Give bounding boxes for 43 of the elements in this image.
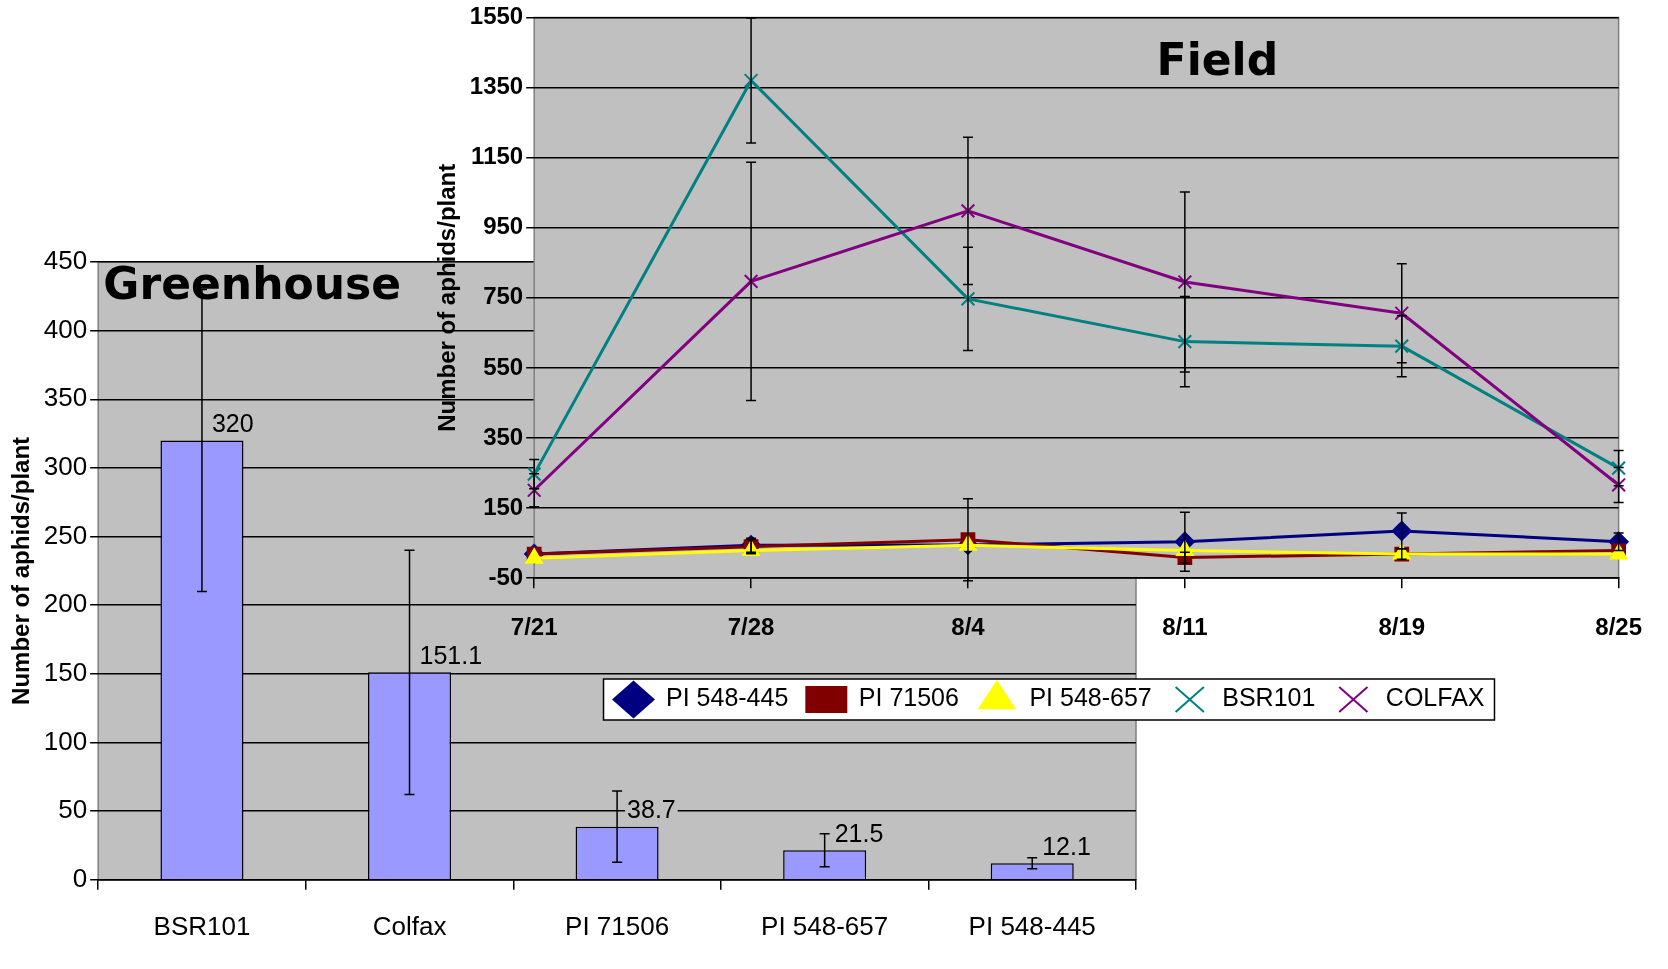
y-tick-label: 400 [43,313,88,344]
y-tick-label: 1350 [469,72,524,100]
x-tick-label: 8/19 [1378,613,1426,641]
legend-label: PI 548-445 [666,683,789,712]
y-tick-label: 750 [483,282,524,310]
y-tick-label: -50 [488,562,524,590]
data-label: 12.1 [1042,831,1091,860]
x-tick-label: PI 548-445 [968,910,1096,941]
y-tick-label: 250 [43,519,88,550]
data-label: 38.7 [627,795,676,824]
y-tick-label: 1150 [471,142,524,170]
legend-label: PI 71506 [858,683,959,712]
x-tick-label: BSR101 [153,910,251,941]
x-tick-label: PI 548-657 [761,910,889,941]
y-tick-label: 100 [43,725,88,756]
data-label: 151.1 [419,640,483,669]
x-tick-label: 8/11 [1162,613,1208,641]
data-label: 320 [211,408,254,437]
y-axis-title: Number of aphids/plant [7,436,35,705]
y-tick-label: 200 [43,588,88,619]
x-tick-label: 7/21 [510,613,558,641]
y-tick-label: 350 [483,422,524,450]
y-tick-label: 350 [43,382,88,413]
chart-title: Field [1156,33,1279,85]
y-tick-label: 550 [483,352,524,380]
legend-label: BSR101 [1222,683,1316,712]
legend-label: PI 548-657 [1029,683,1152,712]
x-tick-label: Colfax [372,910,447,941]
y-tick-label: 150 [43,657,88,688]
y-tick-label: 0 [72,862,88,893]
y-tick-label: 300 [43,451,88,482]
x-tick-label: 8/25 [1595,613,1642,641]
x-tick-label: 8/4 [951,613,986,641]
y-tick-label: 450 [43,245,88,276]
chart-title: Greenhouse [103,258,402,310]
y-tick-label: 950 [483,212,524,240]
data-label: 21.5 [834,818,884,847]
x-tick-label: PI 71506 [565,910,670,941]
y-tick-label: 50 [58,794,88,825]
y-tick-label: 1550 [469,2,524,30]
y-tick-label: 150 [483,492,524,520]
legend-label: COLFAX [1385,683,1485,712]
x-tick-label: 7/28 [727,613,775,641]
